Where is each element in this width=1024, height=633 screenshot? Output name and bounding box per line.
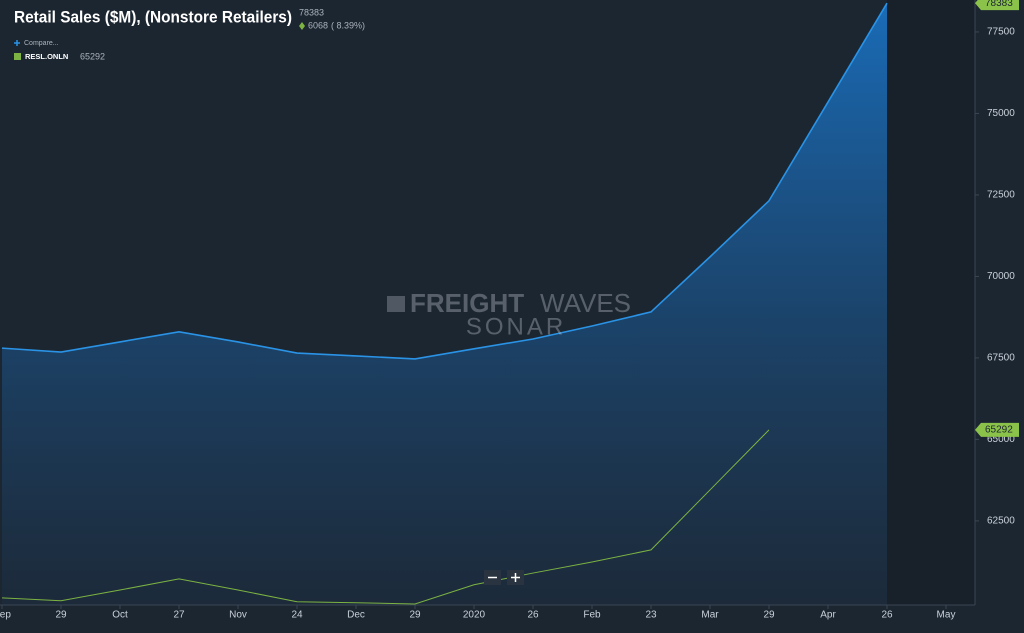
zoom-in-icon (511, 573, 520, 582)
price-tag-label: 78383 (985, 0, 1013, 9)
y-tick-label: 62500 (987, 516, 1015, 527)
x-tick-label: Dec (347, 610, 365, 621)
y-tick-label: 72500 (987, 190, 1015, 201)
change-icon (299, 22, 305, 30)
x-tick-label: 26 (881, 610, 893, 621)
price-tag-label: 65292 (985, 425, 1013, 436)
legend-label: RESL.ONLN (25, 52, 68, 61)
plot-area (1, 0, 975, 605)
x-tick-label: Nov (229, 610, 247, 621)
x-tick-label: Apr (820, 610, 836, 621)
area (2, 3, 887, 605)
compare-icon (14, 40, 20, 46)
x-tick-label: 29 (409, 610, 421, 621)
legend-value: 65292 (80, 51, 105, 61)
watermark-text: SONAR (466, 313, 566, 340)
watermark-logo (387, 296, 405, 312)
x-tick-label: 2020 (463, 610, 486, 621)
x-tick-label: 27 (173, 610, 185, 621)
x-tick-label: 23 (645, 610, 657, 621)
x-tick-label: Mar (701, 610, 719, 621)
y-tick-label: 75000 (987, 108, 1015, 119)
price-tag (975, 422, 1019, 437)
change-percent: ( 8.39%) (331, 20, 365, 30)
x-tick-label: Feb (583, 610, 601, 621)
x-tick-label: Oct (112, 610, 128, 621)
chart-title: Retail Sales ($M), (Nonstore Retailers) (14, 7, 292, 26)
line (1, 429, 770, 605)
compare-label[interactable]: Compare... (24, 40, 59, 47)
x-tick-label: May (937, 610, 956, 621)
y-tick-label: 77500 (987, 27, 1015, 38)
y-tick-label: 70000 (987, 271, 1015, 282)
watermark-text: FREIGHT (410, 288, 524, 318)
change-value: 6068 (308, 20, 328, 30)
x-tick-label: 29 (55, 610, 67, 621)
price-tag (975, 0, 1019, 11)
x-tick-label: 24 (291, 610, 303, 621)
last-value: 78383 (299, 7, 324, 17)
x-tick-label: 26 (527, 610, 539, 621)
line (1, 2, 888, 360)
watermark: FREIGHT WAVES SONAR (387, 288, 631, 340)
compare-button[interactable]: Compare... (14, 40, 59, 47)
zoom-out-button[interactable] (484, 570, 501, 585)
y-tick-label: 65000 (987, 434, 1015, 445)
x-tick-label: 29 (763, 610, 775, 621)
legend-swatch (14, 53, 21, 60)
future-region (887, 0, 975, 605)
x-tick-label: Sep (0, 610, 11, 621)
y-tick-label: 67500 (987, 353, 1015, 364)
zoom-in-button[interactable] (507, 570, 524, 585)
watermark-text: WAVES (540, 288, 631, 318)
